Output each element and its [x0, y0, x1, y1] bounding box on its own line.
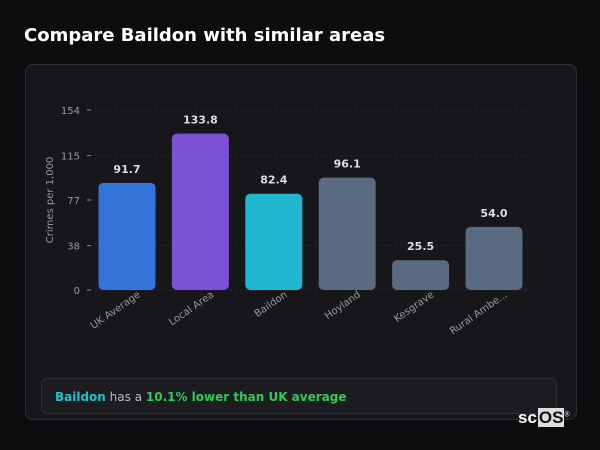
y-tick-label: 38 — [67, 242, 80, 253]
y-tick-label: 77 — [67, 196, 80, 207]
x-tick-label: Baildon — [253, 289, 290, 319]
x-tick-label: Rural Ambe... — [448, 289, 510, 337]
bar — [245, 193, 303, 290]
y-tick-label: 154 — [61, 106, 80, 117]
summary-highlight: 10.1% lower than UK average — [145, 390, 347, 404]
y-tick-label: 0 — [74, 286, 80, 297]
x-tick-label: UK Average — [89, 289, 143, 331]
logo-text-a: sc — [518, 408, 537, 427]
y-tick-label: 115 — [61, 152, 80, 163]
scos-logo: sc OS® — [517, 408, 570, 428]
bar — [171, 133, 229, 290]
x-tick-label: Hoyland — [323, 289, 363, 322]
logo-text-b: OS — [537, 408, 565, 427]
x-tick-label: Kesgrave — [392, 289, 436, 324]
summary-text: has a — [105, 390, 146, 404]
page-title: Compare Baildon with similar areas — [24, 25, 386, 46]
bar — [318, 177, 376, 290]
summary-area: Baildon — [55, 390, 106, 404]
bar — [392, 260, 450, 290]
bar-value-label: 96.1 — [334, 158, 361, 171]
bar — [98, 182, 156, 290]
bar-value-label: 25.5 — [407, 240, 434, 253]
bar-value-label: 54.0 — [480, 207, 507, 220]
logo-mark: ® — [564, 411, 570, 419]
bar-value-label: 91.7 — [113, 163, 140, 176]
x-tick-label: Local Area — [167, 289, 216, 328]
bar-value-label: 133.8 — [183, 114, 218, 127]
bar-value-label: 82.4 — [260, 174, 287, 187]
bar — [465, 226, 523, 290]
summary-note: Baildon has a 10.1% lower than UK averag… — [41, 378, 557, 414]
y-axis-label: Crimes per 1,000 — [45, 157, 56, 244]
